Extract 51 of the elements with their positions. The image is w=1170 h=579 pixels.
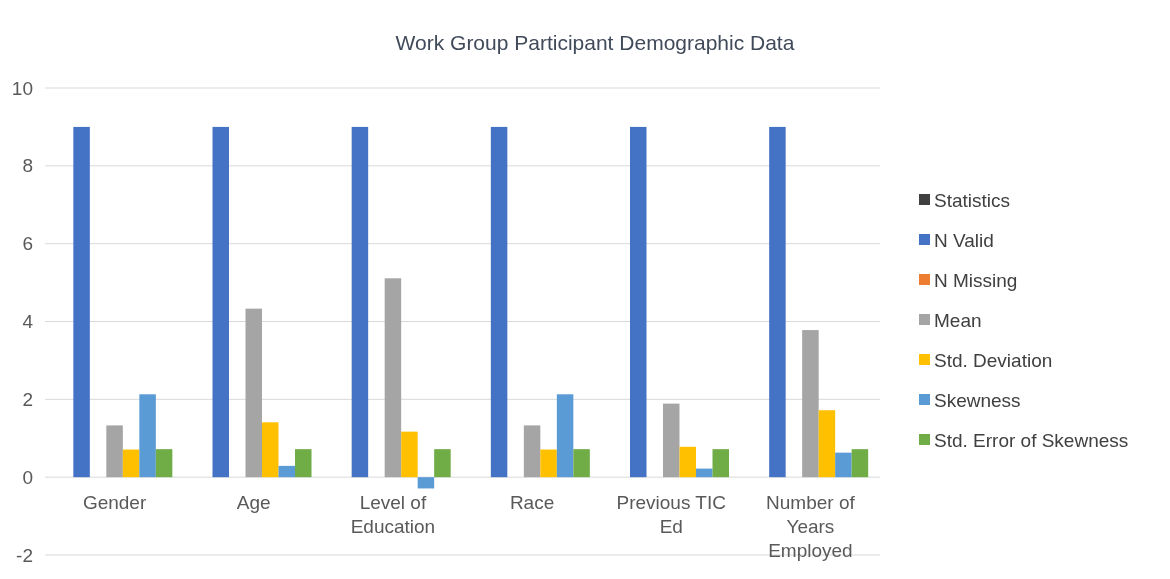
- bar: [245, 308, 262, 478]
- bar: [139, 394, 156, 478]
- legend-label: Skewness: [934, 389, 1021, 411]
- y-tick-label: 6: [22, 233, 33, 255]
- bar: [802, 330, 819, 478]
- legend-label: N Valid: [934, 229, 994, 251]
- x-tick-label: Level of Education: [350, 492, 436, 537]
- bar: [630, 126, 647, 478]
- legend-label: Std. Error of Skewness: [934, 429, 1129, 451]
- x-tick-label: Number of Years Employed: [766, 492, 856, 561]
- legend-label: Std. Deviation: [934, 349, 1053, 371]
- x-tick-label: Gender: [82, 492, 147, 513]
- legend-label: N Missing: [934, 269, 1018, 291]
- bar: [401, 431, 418, 478]
- bar: [384, 278, 402, 478]
- bar: [573, 449, 590, 478]
- y-tick-label: 0: [22, 466, 33, 488]
- y-tick-label: 4: [22, 311, 34, 333]
- bar: [490, 126, 508, 478]
- bar: [122, 449, 140, 478]
- bar: [696, 468, 713, 478]
- bar: [212, 126, 229, 478]
- bar: [851, 449, 869, 478]
- bar: [295, 449, 312, 478]
- legend-label: Statistics: [934, 189, 1011, 211]
- bar: [262, 422, 279, 478]
- bar: [679, 446, 696, 478]
- bar: [818, 410, 836, 478]
- y-tick-label: 10: [11, 77, 33, 99]
- bar: [417, 477, 435, 489]
- bar: [73, 126, 90, 478]
- x-tick-label: Race: [509, 492, 555, 513]
- bar: [835, 452, 852, 478]
- legend-label: Mean: [934, 309, 982, 331]
- bar: [106, 425, 123, 478]
- chart-title: Work Group Participant Demographic Data: [395, 31, 795, 54]
- y-tick-label: 2: [22, 388, 33, 410]
- y-tick-label: -2: [16, 544, 33, 566]
- y-tick-label: 8: [22, 155, 33, 177]
- bar: [769, 126, 786, 478]
- bar: [351, 126, 369, 478]
- bar: [556, 394, 574, 478]
- x-tick-label: Previous TIC Ed: [616, 492, 726, 537]
- bar: [712, 449, 729, 478]
- bar: [434, 449, 451, 478]
- bar: [523, 425, 541, 478]
- bar: [278, 465, 295, 478]
- bar: [663, 403, 680, 478]
- x-tick-label: Age: [236, 492, 271, 513]
- bar: [540, 449, 557, 478]
- bar: [155, 449, 173, 478]
